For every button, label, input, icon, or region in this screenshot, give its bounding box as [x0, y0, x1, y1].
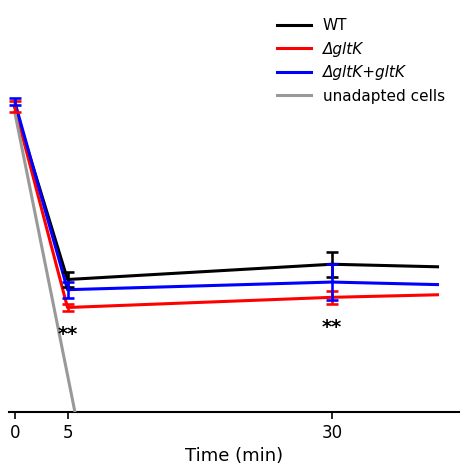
Line: unadapted cells: unadapted cells: [15, 111, 75, 412]
Line: ΔgltK: ΔgltK: [15, 107, 438, 307]
WT: [435, 264, 440, 270]
Text: **: **: [322, 318, 342, 336]
ΔgltK+gltK: [329, 279, 335, 285]
ΔgltK: [12, 104, 17, 110]
ΔgltK: [65, 305, 70, 310]
Line: WT: WT: [15, 107, 438, 279]
X-axis label: Time (min): Time (min): [185, 447, 283, 465]
WT: [12, 104, 17, 110]
WT: [65, 277, 70, 282]
Text: **: **: [58, 325, 78, 344]
ΔgltK: [329, 294, 335, 300]
Legend: WT, ΔgltK, ΔgltK+gltK, unadapted cells: WT, ΔgltK, ΔgltK+gltK, unadapted cells: [271, 12, 451, 110]
ΔgltK: [435, 292, 440, 298]
unadapted cells: [72, 409, 78, 415]
ΔgltK+gltK: [65, 287, 70, 292]
ΔgltK+gltK: [435, 282, 440, 287]
WT: [329, 262, 335, 267]
unadapted cells: [12, 109, 17, 114]
Line: ΔgltK+gltK: ΔgltK+gltK: [15, 102, 438, 290]
ΔgltK+gltK: [12, 99, 17, 104]
